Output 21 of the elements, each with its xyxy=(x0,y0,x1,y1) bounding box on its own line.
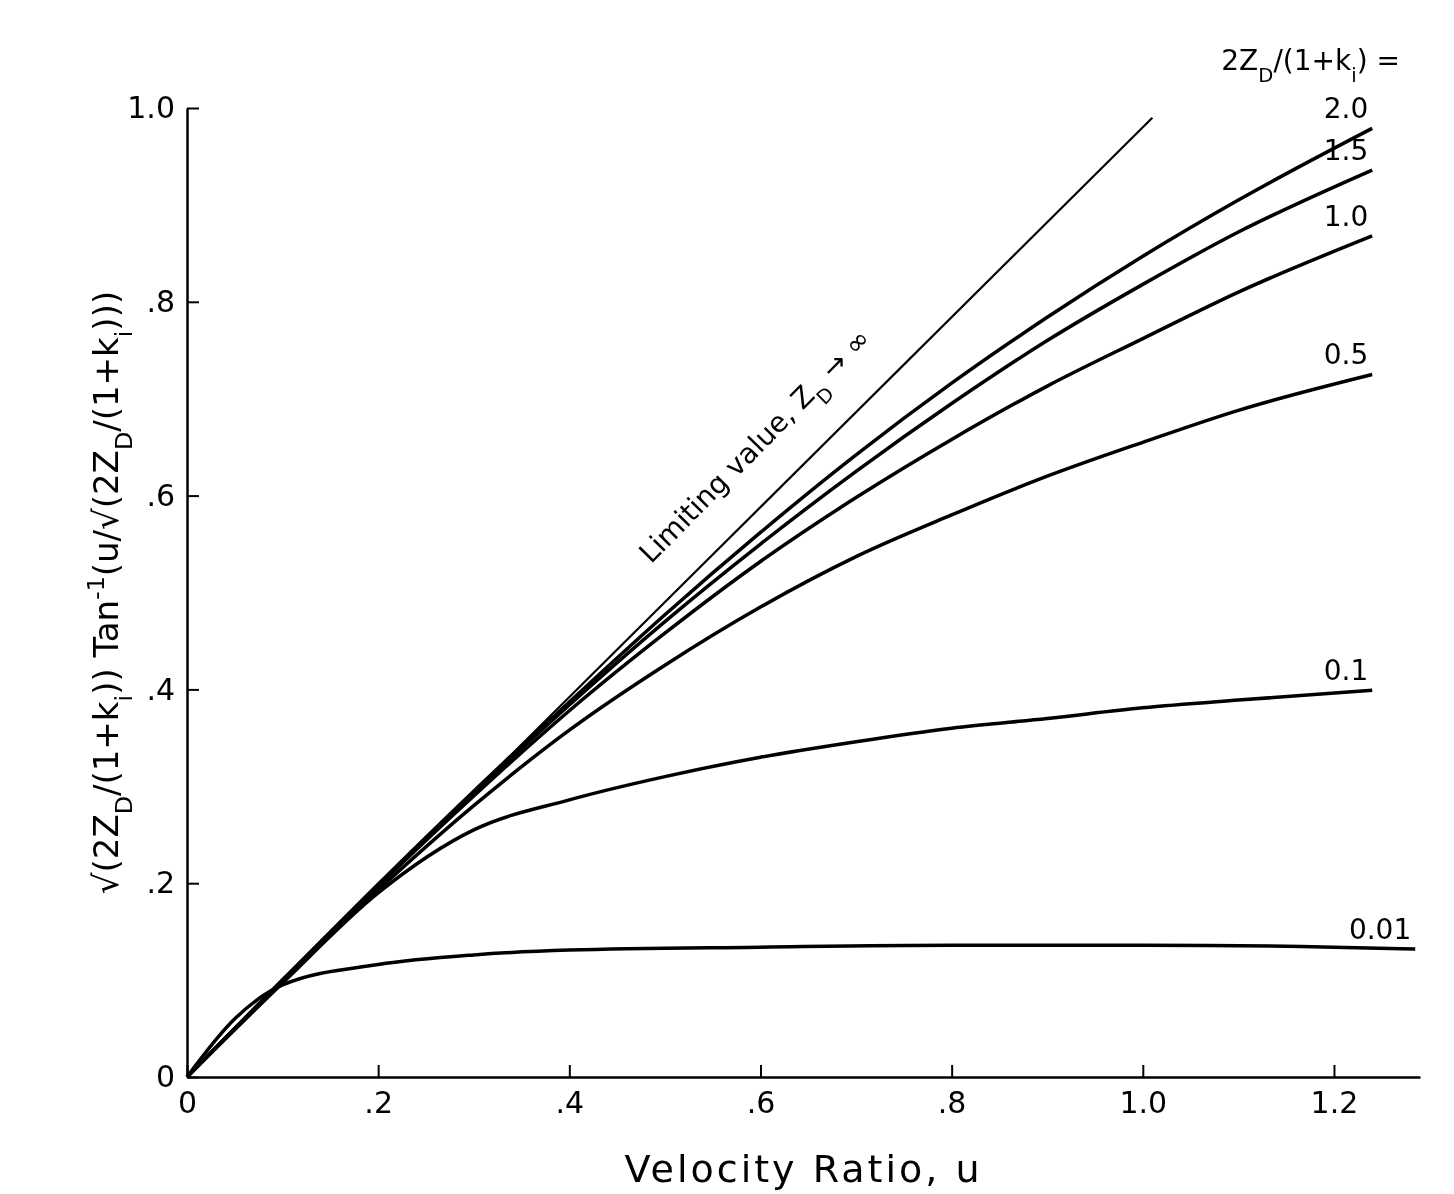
y-tick-label: .2 xyxy=(146,865,175,901)
x-tick-label: 0 xyxy=(177,1085,198,1120)
x-tick-label: .8 xyxy=(937,1085,967,1120)
x-tick-label: 1.0 xyxy=(1119,1085,1168,1120)
series-label: 2.0 xyxy=(1323,92,1369,126)
y-tick-label: .8 xyxy=(146,283,175,319)
x-tick-label: .2 xyxy=(364,1085,393,1120)
y-tick-label: 1.0 xyxy=(127,90,175,126)
series-label: 1.5 xyxy=(1323,134,1369,168)
legend-title: 2Z$_{D}$/(1+k$_{i}$) = xyxy=(1221,44,1400,87)
series-label: 0.5 xyxy=(1323,338,1369,372)
y-tick-label: .4 xyxy=(146,671,175,707)
x-tick-label: .6 xyxy=(746,1085,776,1120)
x-tick-label: 1.2 xyxy=(1310,1085,1359,1120)
y-tick-label: 0 xyxy=(155,1059,175,1095)
series-label: 0.01 xyxy=(1348,913,1412,947)
y-tick-label: .6 xyxy=(146,477,175,513)
x-axis-title: Velocity Ratio, u xyxy=(624,1147,983,1191)
x-tick-label: .4 xyxy=(555,1085,585,1120)
series-label: 0.1 xyxy=(1323,654,1369,688)
series-label: 1.0 xyxy=(1323,199,1369,233)
